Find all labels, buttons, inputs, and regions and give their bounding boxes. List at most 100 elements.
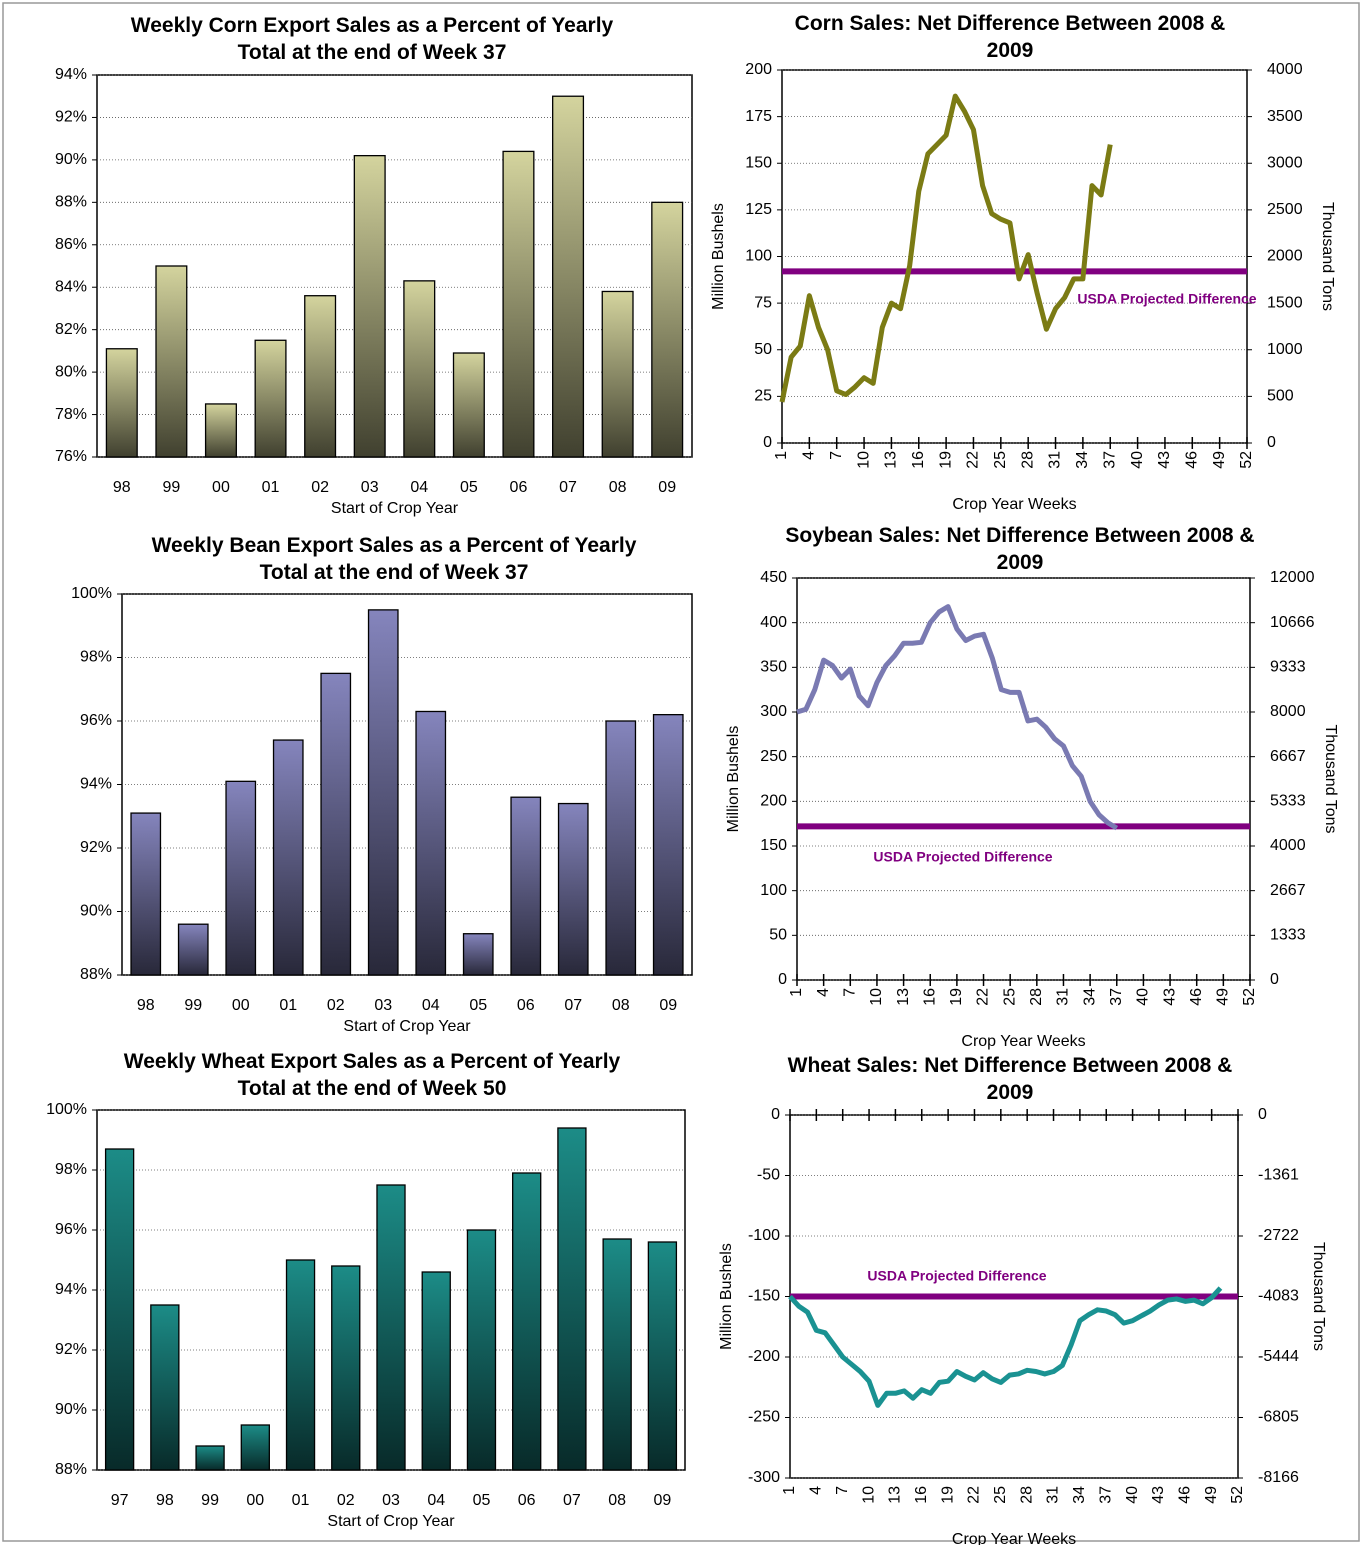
x-tick-label: 46	[1184, 451, 1201, 469]
x-tick-label: 49	[1215, 988, 1232, 1006]
bar	[353, 154, 386, 458]
bar	[421, 1271, 451, 1471]
y-tick-label: 150	[760, 837, 787, 854]
y2-tick-label: 0	[1258, 1106, 1267, 1123]
x-tick-label: 99	[184, 997, 202, 1014]
y-tick-label: 50	[754, 341, 772, 358]
y2-tick-label: 8000	[1270, 703, 1306, 720]
x-tick-label: 49	[1203, 1486, 1220, 1504]
y2-tick-label: 0	[1267, 434, 1276, 451]
y2-tick-label: -5444	[1258, 1348, 1299, 1365]
x-tick-label: 34	[1081, 988, 1098, 1006]
x-tick-label: 04	[427, 1492, 445, 1509]
y2-tick-label: 1000	[1267, 341, 1303, 358]
y2-axis-label: Thousand Tons	[1310, 1242, 1327, 1351]
y-tick-label: 75	[754, 294, 772, 311]
y-tick-label: 0	[771, 1106, 780, 1123]
y-tick-label: 88%	[55, 1461, 87, 1478]
bar	[452, 352, 485, 458]
x-tick-label: 00	[212, 479, 230, 496]
chart-title: Soybean Sales: Net Difference Between 20…	[785, 524, 1255, 574]
x-tick-label: 05	[473, 1492, 491, 1509]
y2-tick-label: -6805	[1258, 1409, 1299, 1426]
bar	[376, 1184, 406, 1471]
x-tick-label: 1	[788, 988, 805, 997]
y2-tick-label: 500	[1267, 388, 1294, 405]
x-tick-label: 05	[469, 997, 487, 1014]
bar	[557, 1127, 587, 1471]
x-tick-label: 07	[564, 997, 582, 1014]
y2-tick-label: -4083	[1258, 1288, 1299, 1305]
y-axis-label: Million Bushels	[725, 726, 742, 833]
bar	[403, 280, 436, 458]
x-tick-label: 43	[1150, 1486, 1167, 1504]
x-tick-label: 1	[781, 1486, 798, 1495]
y2-tick-label: 0	[1270, 971, 1279, 988]
y-tick-label: 0	[778, 971, 787, 988]
y2-tick-label: 4000	[1270, 837, 1306, 854]
x-tick-label: 97	[111, 1492, 129, 1509]
x-tick-label: 46	[1177, 1486, 1194, 1504]
x-tick-label: 31	[1045, 1486, 1062, 1504]
bar	[320, 672, 352, 976]
y2-tick-label: -8166	[1258, 1469, 1299, 1486]
x-tick-label: 99	[201, 1492, 219, 1509]
x-tick-label: 22	[975, 988, 992, 1006]
y-tick-label: 96%	[80, 712, 112, 729]
y2-tick-label: 2667	[1270, 882, 1306, 899]
bar	[552, 95, 585, 458]
x-tick-label: 08	[612, 997, 630, 1014]
x-tick-label: 02	[337, 1492, 355, 1509]
bar	[512, 1172, 542, 1471]
chart-title: Wheat Sales: Net Difference Between 2008…	[787, 1054, 1233, 1104]
x-tick-label: 22	[965, 451, 982, 469]
x-tick-label: 37	[1108, 988, 1125, 1006]
x-tick-label: 40	[1124, 1486, 1141, 1504]
y-tick-label: 90%	[55, 1401, 87, 1418]
x-tick-label: 1	[773, 451, 790, 460]
y-tick-label: -150	[748, 1288, 780, 1305]
x-tick-label: 7	[842, 988, 859, 997]
x-tick-label: 00	[232, 997, 250, 1014]
x-tick-label: 16	[910, 451, 927, 469]
y-tick-label: -200	[748, 1348, 780, 1365]
y2-tick-label: 1500	[1267, 294, 1303, 311]
x-tick-label: 4	[815, 988, 832, 997]
x-tick-label: 04	[410, 479, 428, 496]
x-tick-label: 19	[939, 1486, 956, 1504]
y-tick-label: 88%	[55, 194, 87, 211]
bar	[462, 933, 494, 976]
y-tick-label: 90%	[80, 903, 112, 920]
bar	[130, 812, 162, 976]
y-tick-label: 200	[745, 61, 772, 78]
bar	[177, 923, 209, 976]
x-tick-label: 08	[609, 479, 627, 496]
y-tick-label: 78%	[55, 406, 87, 423]
x-tick-label: 08	[608, 1492, 626, 1509]
y-tick-label: 300	[760, 703, 787, 720]
y-tick-label: 250	[760, 748, 787, 765]
x-tick-label: 04	[422, 997, 440, 1014]
y2-tick-label: -1361	[1258, 1167, 1299, 1184]
y-tick-label: 98%	[55, 1161, 87, 1178]
y2-tick-label: 10666	[1270, 614, 1315, 631]
x-tick-label: 99	[162, 479, 180, 496]
x-tick-label: 98	[137, 997, 155, 1014]
data-line	[779, 93, 1113, 403]
bar	[367, 609, 399, 976]
y2-tick-label: 2000	[1267, 248, 1303, 265]
x-tick-label: 02	[311, 479, 329, 496]
bar	[651, 201, 684, 458]
bar	[240, 1424, 270, 1471]
reference-label: USDA Projected Difference	[873, 849, 1052, 865]
x-tick-label: 37	[1097, 1486, 1114, 1504]
x-tick-label: 46	[1188, 988, 1205, 1006]
x-tick-label: 43	[1156, 451, 1173, 469]
y-tick-label: -100	[748, 1227, 780, 1244]
x-axis-label: Crop Year Weeks	[952, 1531, 1076, 1545]
x-tick-label: 09	[658, 479, 676, 496]
x-tick-label: 10	[855, 451, 872, 469]
reference-label: USDA Projected Difference	[867, 1268, 1046, 1284]
x-axis-label: Crop Year Weeks	[952, 496, 1076, 513]
